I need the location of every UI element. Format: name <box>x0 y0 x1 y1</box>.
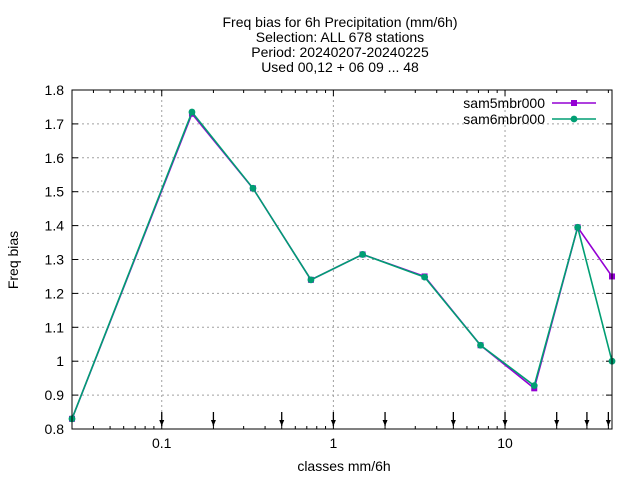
x-tick-label: 10 <box>497 435 513 451</box>
y-tick-label: 0.8 <box>45 421 65 437</box>
title-line-4: Used 00,12 + 06 09 ... 48 <box>261 59 419 75</box>
x-axis-ticks: 0.1 1 10 <box>92 90 609 451</box>
series-sam6mbr000 <box>68 108 616 423</box>
class-marker-arrowhead <box>210 420 216 426</box>
y-tick-label: 1.7 <box>45 116 65 132</box>
data-point <box>530 382 538 390</box>
class-marker-arrowhead <box>279 420 285 426</box>
class-marker-arrowhead <box>450 420 456 426</box>
class-marker-arrowhead <box>554 420 560 426</box>
series-group <box>68 108 616 423</box>
series-line <box>71 110 613 420</box>
data-point <box>307 276 315 284</box>
x-axis-label: classes mm/6h <box>297 458 390 474</box>
data-point <box>249 184 257 192</box>
data-point <box>574 223 582 231</box>
class-marker-arrowhead <box>330 420 336 426</box>
y-tick-label: 1 <box>56 353 64 369</box>
class-marker-arrowhead <box>502 420 508 426</box>
y-tick-label: 1.2 <box>45 285 65 301</box>
y-axis-ticks: 0.8 0.9 1 1.1 1.2 1.3 1.4 1.5 1.6 1.7 1.8 <box>45 82 612 437</box>
title-line-3: Period: 20240207-20240225 <box>251 44 429 60</box>
class-marker-arrowhead <box>159 420 165 426</box>
y-tick-label: 1.3 <box>45 252 65 268</box>
y-tick-label: 1.4 <box>45 218 65 234</box>
y-axis-label: Freq bias <box>5 231 21 289</box>
title-line-1: Freq bias for 6h Precipitation (mm/6h) <box>223 14 458 30</box>
series-line <box>71 112 613 420</box>
y-tick-label: 1.6 <box>45 150 65 166</box>
legend-swatch-marker <box>571 100 577 106</box>
class-marker-arrowhead <box>382 420 388 426</box>
class-marker-arrowhead <box>605 420 611 426</box>
y-tick-label: 1.8 <box>45 82 65 98</box>
x-tick-label: 0.1 <box>152 435 172 451</box>
title-line-2: Selection: ALL 678 stations <box>256 29 424 45</box>
data-point <box>477 341 484 349</box>
class-markers <box>159 412 611 426</box>
data-point <box>421 273 429 281</box>
chart-title: Freq bias for 6h Precipitation (mm/6h) S… <box>223 14 458 75</box>
y-tick-label: 1.1 <box>45 319 65 335</box>
x-tick-label: 1 <box>329 435 337 451</box>
grid <box>72 90 612 429</box>
y-tick-label: 0.9 <box>45 387 65 403</box>
plot-border <box>71 89 613 430</box>
data-point <box>188 108 196 116</box>
data-point <box>359 251 367 258</box>
y-tick-label: 1.5 <box>45 184 65 200</box>
legend-label: sam6mbr000 <box>463 111 545 127</box>
class-marker-arrowhead <box>584 420 590 426</box>
legend-label: sam5mbr000 <box>463 95 545 111</box>
legend-swatch-marker <box>570 115 578 123</box>
